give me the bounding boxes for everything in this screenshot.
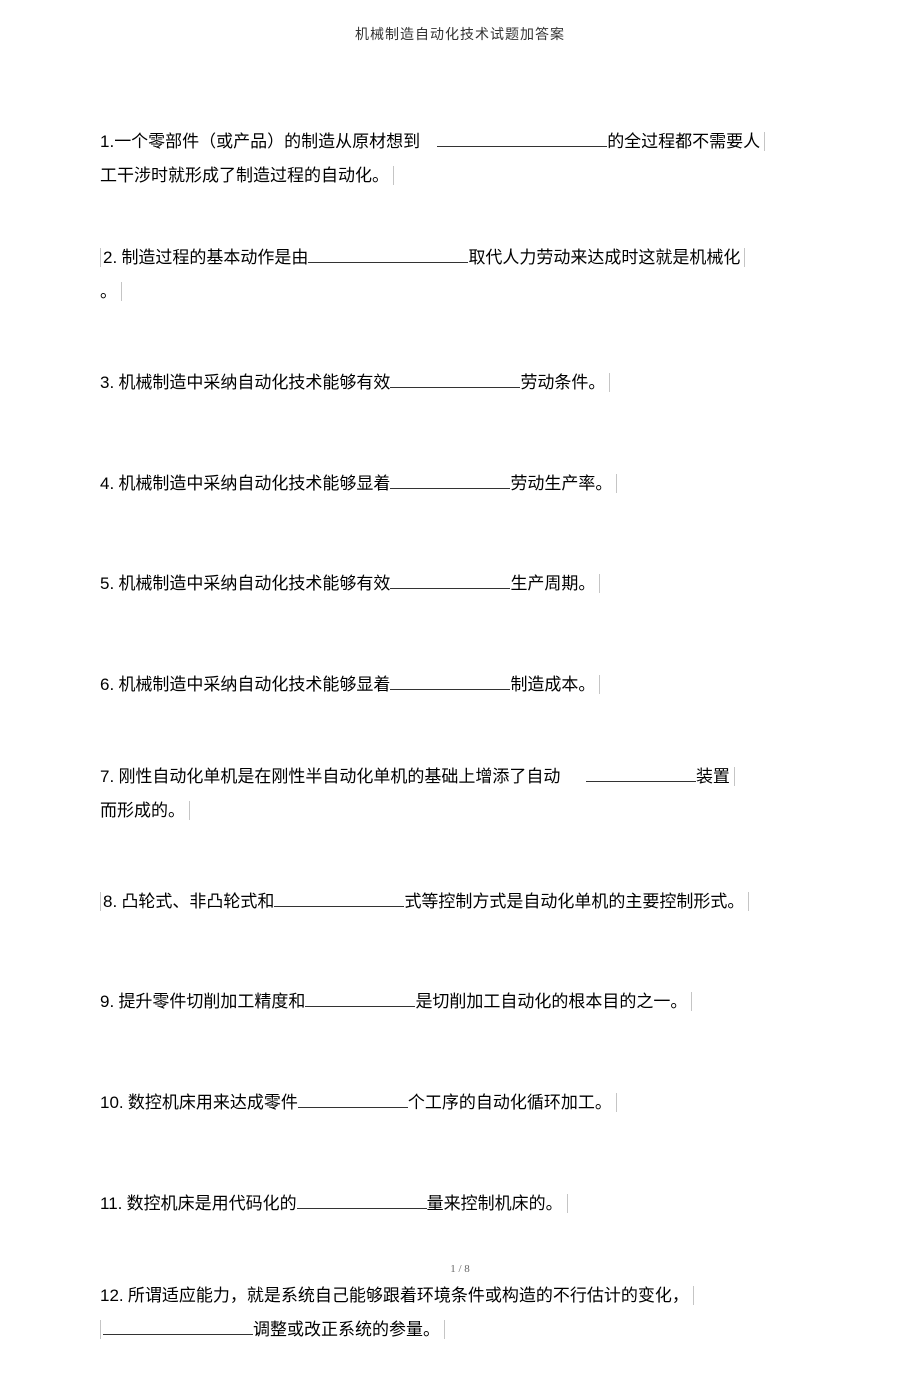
q10-text-a: 数控机床用来达成零件	[124, 1093, 298, 1112]
question-4: 4. 机械制造中采纳自动化技术能够显着 劳动生产率。	[100, 458, 830, 511]
q7-blank	[586, 761, 696, 781]
page-header-title: 机械制造自动化技术试题加答案	[0, 24, 920, 44]
q10-blank	[298, 1088, 408, 1108]
q5-blank	[390, 569, 510, 589]
q5-text-a: 机械制造中采纳自动化技术能够有效	[114, 574, 390, 593]
q1-blank	[437, 127, 607, 147]
q8-text-a: 凸轮式、非凸轮式和	[117, 892, 274, 911]
q9-num: 9.	[100, 992, 114, 1011]
q3-num: 3.	[100, 373, 114, 392]
q2-text-c: 。	[100, 282, 122, 301]
q4-text-b: 劳动生产率。	[510, 474, 617, 493]
q6-text-b: 制造成本。	[510, 675, 600, 694]
q10-num: 10.	[100, 1093, 124, 1112]
document-content: 1.一个零部件（或产品）的制造从原材想到 的全过程都不需要人 工干涉时就形成了制…	[100, 125, 830, 1395]
q5-text-b: 生产周期。	[510, 574, 600, 593]
question-11: 11. 数控机床是用代码化的 量来控制机床的。	[100, 1178, 830, 1231]
q3-blank	[390, 368, 520, 388]
q7-text-c: 而形成的。	[100, 801, 190, 820]
q7-text-b: 装置	[696, 767, 735, 786]
q2-text-a: 制造过程的基本动作是由	[117, 248, 308, 267]
question-7: 7. 刚性自动化单机是在刚性半自动化单机的基础上增添了自动 装置 而形成的。	[100, 760, 830, 828]
q12-text-b: 调整或改正系统的参量。	[253, 1320, 445, 1339]
question-1: 1.一个零部件（或产品）的制造从原材想到 的全过程都不需要人 工干涉时就形成了制…	[100, 125, 830, 193]
q1-text-c: 工干涉时就形成了制造过程的自动化。	[100, 166, 394, 185]
q1-text-a: 一个零部件（或产品）的制造从原材想到	[114, 132, 420, 151]
q7-text-a: 刚性自动化单机是在刚性半自动化单机的基础上增添了自动	[114, 767, 560, 786]
q5-num: 5.	[100, 574, 114, 593]
q6-blank	[390, 670, 510, 690]
q9-text-b: 是切削加工自动化的根本目的之一。	[415, 992, 692, 1011]
q4-blank	[390, 468, 510, 488]
question-8: 8. 凸轮式、非凸轮式和 式等控制方式是自动化单机的主要控制形式。	[100, 876, 830, 929]
q6-text-a: 机械制造中采纳自动化技术能够显着	[114, 675, 390, 694]
q3-text-b: 劳动条件。	[520, 373, 610, 392]
q12-num: 12.	[100, 1286, 124, 1305]
page-number: 1 / 8	[0, 1263, 920, 1275]
q2-blank	[308, 243, 468, 263]
q1-text-b: 的全过程都不需要人	[607, 132, 765, 151]
q12-text-a: 所谓适应能力，就是系统自己能够跟着环境条件或构造的不行估计的变化，	[124, 1286, 694, 1305]
q12-blank	[103, 1314, 253, 1334]
q9-blank	[305, 987, 415, 1007]
q2-num: 2.	[103, 248, 117, 267]
q11-text-a: 数控机床是用代码化的	[122, 1194, 296, 1213]
q11-text-b: 量来控制机床的。	[427, 1194, 568, 1213]
q11-num: 11.	[100, 1194, 122, 1213]
q1-num: 1.	[100, 132, 114, 151]
question-5: 5. 机械制造中采纳自动化技术能够有效 生产周期。	[100, 558, 830, 611]
question-12: 12. 所谓适应能力，就是系统自己能够跟着环境条件或构造的不行估计的变化， 调整…	[100, 1279, 830, 1347]
q2-text-b: 取代人力劳动来达成时这就是机械化	[468, 248, 745, 267]
q7-num: 7.	[100, 767, 114, 786]
q8-text-b: 式等控制方式是自动化单机的主要控制形式。	[404, 892, 749, 911]
question-10: 10. 数控机床用来达成零件 个工序的自动化循环加工。	[100, 1077, 830, 1130]
q4-num: 4.	[100, 474, 114, 493]
question-6: 6. 机械制造中采纳自动化技术能够显着 制造成本。	[100, 659, 830, 712]
question-9: 9. 提升零件切削加工精度和 是切削加工自动化的根本目的之一。	[100, 976, 830, 1029]
q11-blank	[297, 1188, 427, 1208]
q8-blank	[274, 886, 404, 906]
q10-text-b: 个工序的自动化循环加工。	[408, 1093, 617, 1112]
q3-text-a: 机械制造中采纳自动化技术能够有效	[114, 373, 390, 392]
question-2: 2. 制造过程的基本动作是由 取代人力劳动来达成时这就是机械化 。	[100, 241, 830, 309]
question-3: 3. 机械制造中采纳自动化技术能够有效 劳动条件。	[100, 357, 830, 410]
q4-text-a: 机械制造中采纳自动化技术能够显着	[114, 474, 390, 493]
q9-text-a: 提升零件切削加工精度和	[114, 992, 305, 1011]
q8-num: 8.	[103, 892, 117, 911]
q6-num: 6.	[100, 675, 114, 694]
